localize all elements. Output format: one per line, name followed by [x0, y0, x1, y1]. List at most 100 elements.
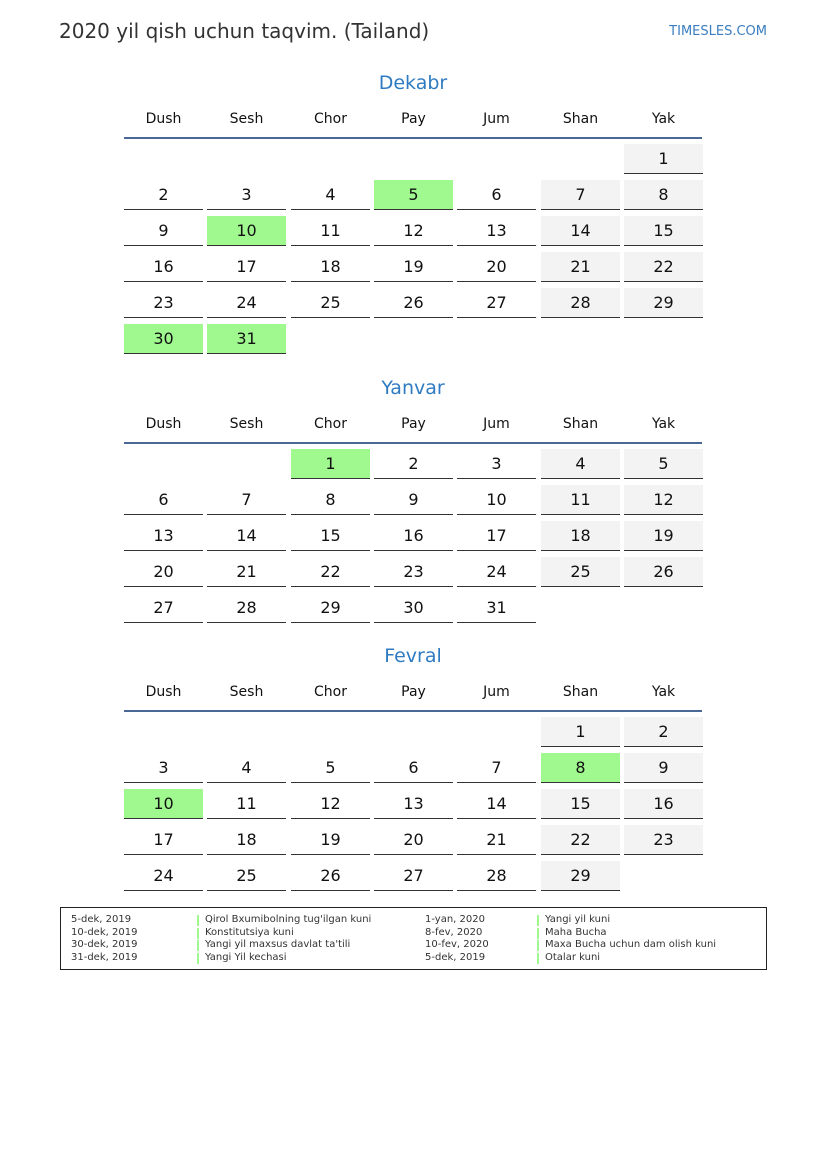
day-cell[interactable]: 6 — [124, 485, 203, 515]
day-cell[interactable]: 5 — [374, 180, 453, 210]
day-cell[interactable]: 11 — [291, 216, 370, 246]
day-cell[interactable]: 29 — [624, 288, 703, 318]
day-cell[interactable]: 18 — [291, 252, 370, 282]
day-cell[interactable]: 14 — [541, 216, 620, 246]
day-cell[interactable]: 8 — [541, 753, 620, 783]
day-cell[interactable]: 30 — [124, 324, 203, 354]
legend-date: 1-yan, 2020 — [425, 914, 485, 925]
day-cell[interactable]: 25 — [541, 557, 620, 587]
day-cell[interactable]: 7 — [457, 753, 536, 783]
legend-holiday-name: Yangi yil kuni — [545, 914, 611, 925]
weekday-header: Pay — [401, 416, 426, 432]
day-cell[interactable]: 9 — [624, 753, 703, 783]
legend-holiday-name: Yangi yil maxsus davlat ta'tili — [205, 939, 351, 951]
day-cell[interactable]: 25 — [291, 288, 370, 318]
day-cell[interactable]: 23 — [124, 288, 203, 318]
day-cell[interactable]: 10 — [124, 789, 203, 819]
day-cell[interactable]: 31 — [457, 593, 536, 623]
day-cell[interactable]: 16 — [374, 521, 453, 551]
day-cell[interactable]: 6 — [457, 180, 536, 210]
day-cell[interactable]: 18 — [541, 521, 620, 551]
day-cell[interactable]: 19 — [374, 252, 453, 282]
day-cell[interactable]: 9 — [124, 216, 203, 246]
day-cell[interactable]: 28 — [457, 861, 536, 891]
day-cell[interactable]: 29 — [291, 593, 370, 623]
legend-holiday-name: Maha Bucha — [545, 926, 607, 938]
day-cell[interactable]: 12 — [291, 789, 370, 819]
day-cell[interactable]: 20 — [374, 825, 453, 855]
day-cell[interactable]: 24 — [124, 861, 203, 891]
day-cell[interactable]: 16 — [624, 789, 703, 819]
day-cell[interactable]: 2 — [124, 180, 203, 210]
day-cell[interactable]: 14 — [207, 521, 286, 551]
day-cell[interactable]: 4 — [207, 753, 286, 783]
day-cell[interactable]: 3 — [124, 753, 203, 783]
day-cell[interactable]: 27 — [457, 288, 536, 318]
day-cell[interactable]: 26 — [291, 861, 370, 891]
day-cell[interactable]: 25 — [207, 861, 286, 891]
day-cell[interactable]: 23 — [624, 825, 703, 855]
day-cell[interactable]: 15 — [291, 521, 370, 551]
day-cell[interactable]: 8 — [624, 180, 703, 210]
day-cell[interactable]: 22 — [541, 825, 620, 855]
day-cell[interactable]: 13 — [124, 521, 203, 551]
day-cell[interactable]: 17 — [207, 252, 286, 282]
day-cell[interactable]: 20 — [124, 557, 203, 587]
day-cell[interactable]: 21 — [541, 252, 620, 282]
day-cell[interactable]: 21 — [457, 825, 536, 855]
day-cell[interactable]: 2 — [374, 449, 453, 479]
day-cell[interactable]: 11 — [541, 485, 620, 515]
day-cell[interactable]: 4 — [291, 180, 370, 210]
day-cell[interactable]: 20 — [457, 252, 536, 282]
day-cell[interactable]: 30 — [374, 593, 453, 623]
day-cell[interactable]: 16 — [124, 252, 203, 282]
day-cell[interactable]: 13 — [374, 789, 453, 819]
day-cell[interactable]: 26 — [374, 288, 453, 318]
day-cell[interactable]: 13 — [457, 216, 536, 246]
legend-date: 10-fev, 2020 — [425, 939, 489, 951]
weekday-header: Pay — [401, 111, 426, 127]
day-cell[interactable]: 19 — [291, 825, 370, 855]
day-cell[interactable]: 12 — [624, 485, 703, 515]
day-cell[interactable]: 23 — [374, 557, 453, 587]
day-cell[interactable]: 22 — [291, 557, 370, 587]
day-cell[interactable]: 24 — [457, 557, 536, 587]
day-cell[interactable]: 27 — [374, 861, 453, 891]
day-cell[interactable]: 14 — [457, 789, 536, 819]
day-cell[interactable]: 7 — [207, 485, 286, 515]
day-cell[interactable]: 1 — [624, 144, 703, 174]
day-cell[interactable]: 21 — [207, 557, 286, 587]
brand-link[interactable]: TIMESLES.COM — [669, 24, 767, 39]
day-cell[interactable]: 28 — [541, 288, 620, 318]
day-cell[interactable]: 3 — [457, 449, 536, 479]
day-cell[interactable]: 7 — [541, 180, 620, 210]
day-cell[interactable]: 5 — [624, 449, 703, 479]
day-cell[interactable]: 24 — [207, 288, 286, 318]
day-cell[interactable]: 12 — [374, 216, 453, 246]
day-cell[interactable]: 8 — [291, 485, 370, 515]
day-cell[interactable]: 2 — [624, 717, 703, 747]
day-cell[interactable]: 29 — [541, 861, 620, 891]
day-cell[interactable]: 18 — [207, 825, 286, 855]
day-cell[interactable]: 31 — [207, 324, 286, 354]
weekday-header: Pay — [401, 684, 426, 700]
day-cell[interactable]: 6 — [374, 753, 453, 783]
day-cell[interactable]: 5 — [291, 753, 370, 783]
day-cell[interactable]: 10 — [457, 485, 536, 515]
day-cell[interactable]: 26 — [624, 557, 703, 587]
day-cell[interactable]: 9 — [374, 485, 453, 515]
day-cell[interactable]: 10 — [207, 216, 286, 246]
day-cell[interactable]: 17 — [124, 825, 203, 855]
day-cell[interactable]: 17 — [457, 521, 536, 551]
day-cell[interactable]: 1 — [291, 449, 370, 479]
day-cell[interactable]: 15 — [624, 216, 703, 246]
day-cell[interactable]: 3 — [207, 180, 286, 210]
day-cell[interactable]: 15 — [541, 789, 620, 819]
day-cell[interactable]: 11 — [207, 789, 286, 819]
day-cell[interactable]: 1 — [541, 717, 620, 747]
day-cell[interactable]: 28 — [207, 593, 286, 623]
day-cell[interactable]: 27 — [124, 593, 203, 623]
day-cell[interactable]: 4 — [541, 449, 620, 479]
day-cell[interactable]: 22 — [624, 252, 703, 282]
day-cell[interactable]: 19 — [624, 521, 703, 551]
